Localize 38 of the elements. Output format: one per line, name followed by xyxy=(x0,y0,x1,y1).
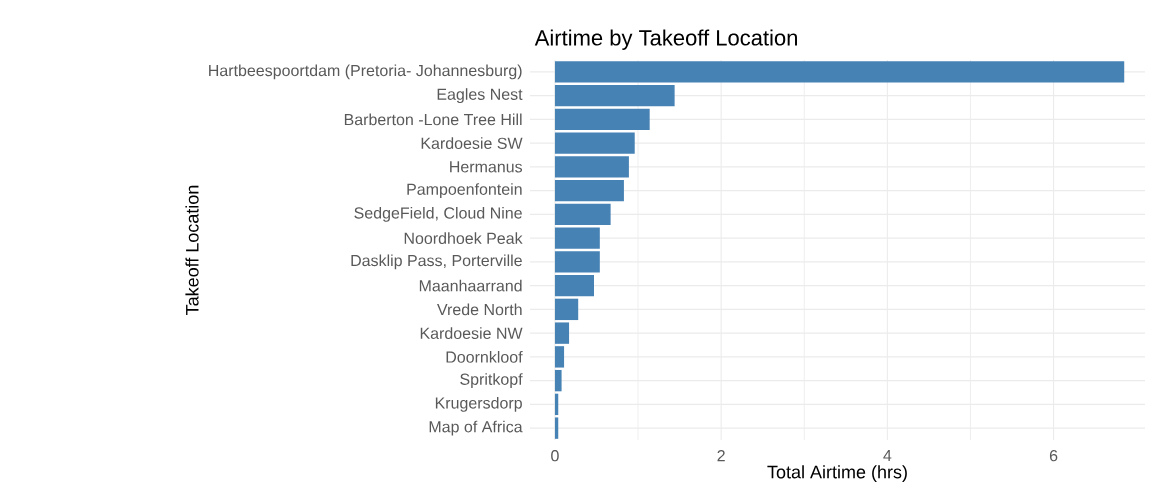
bar xyxy=(554,179,624,202)
bar xyxy=(554,227,600,249)
y-tick-label: Kardoesie NW xyxy=(420,327,523,339)
bar xyxy=(554,156,629,178)
y-tick-label: Doornkloof xyxy=(446,351,523,363)
bar xyxy=(554,61,1125,83)
y-tick-label: Hartbeespoortdam (Pretoria- Johannesburg) xyxy=(209,64,522,80)
bar xyxy=(554,298,579,321)
y-tick-label: Hermanus xyxy=(450,161,523,173)
bar xyxy=(554,417,559,439)
bar xyxy=(554,369,562,392)
x-tick-label: 4 xyxy=(883,450,892,462)
y-tick-label: Dasklip Pass, Porterville xyxy=(351,254,522,270)
bar xyxy=(554,108,650,131)
y-axis-title: Takeoff Location xyxy=(185,185,199,315)
x-axis-title: Total Airtime (hrs) xyxy=(767,465,907,482)
x-tick-label: 2 xyxy=(717,450,725,462)
y-tick-label: Eagles Nest xyxy=(437,88,523,104)
y-tick-label: Barberton -Lone Tree Hill xyxy=(344,113,522,126)
y-tick-label: SedgeField, Cloud Nine xyxy=(354,206,522,222)
y-tick-label: Pampoenfontein xyxy=(407,183,522,199)
bar xyxy=(554,251,600,273)
bar xyxy=(554,322,570,344)
bar xyxy=(554,274,594,297)
y-tick-label: Noordhoek Peak xyxy=(404,232,523,244)
x-tick-label: 6 xyxy=(1049,450,1058,462)
y-tick-label: Kardoesie SW xyxy=(421,137,523,149)
y-tick-label: Map of Africa xyxy=(429,420,523,436)
bar xyxy=(554,346,565,368)
x-tick-label: 0 xyxy=(551,450,559,462)
bar xyxy=(554,203,611,226)
y-tick-label: Vrede North xyxy=(437,303,522,316)
y-tick-label: Spritkopf xyxy=(460,373,523,389)
y-tick-label: Maanhaarrand xyxy=(419,279,522,292)
bar xyxy=(554,84,675,107)
bar xyxy=(554,132,635,154)
y-tick-label: Krugersdorp xyxy=(435,396,522,412)
chart-title: Airtime by Takeoff Location xyxy=(534,29,797,50)
